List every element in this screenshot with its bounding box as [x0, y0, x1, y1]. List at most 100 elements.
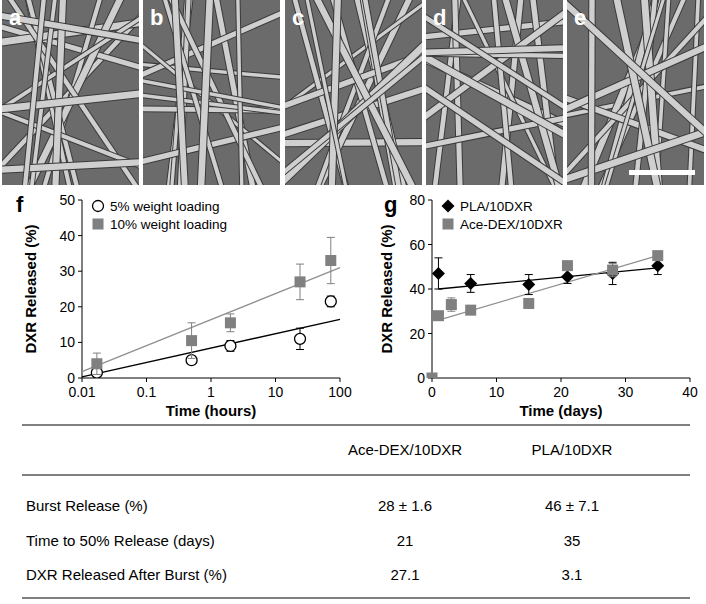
fiber-shadow	[306, 0, 346, 185]
error-cap	[447, 297, 455, 298]
fiber-shadow	[315, 0, 414, 185]
x-tick-label: 10	[268, 384, 284, 400]
image-label: c	[292, 5, 304, 30]
point	[465, 305, 476, 316]
point	[433, 310, 444, 321]
y-tick-label: 20	[409, 326, 425, 342]
point	[561, 270, 574, 283]
legend-label: Ace-DEX/10DXR	[460, 217, 563, 232]
y-axis-title: DXR Released (%)	[22, 224, 39, 353]
marker	[325, 255, 336, 266]
scale-bar	[629, 170, 695, 175]
y-tick-label: 60	[409, 237, 425, 253]
table-rule	[22, 475, 690, 476]
fiber-shadow	[567, 131, 704, 181]
error-cap	[467, 292, 475, 293]
marker	[91, 358, 102, 369]
y-tick	[428, 289, 432, 290]
x-tick-label: 1	[207, 384, 215, 400]
fiber-shadow	[2, 93, 139, 109]
error-cap	[226, 313, 234, 314]
fiber-shadow	[2, 162, 139, 170]
marker	[225, 317, 236, 328]
x-tick	[625, 378, 626, 382]
marker	[465, 305, 476, 316]
fiber-shadow	[426, 48, 563, 53]
table-cell: 21	[397, 532, 414, 549]
fiber	[315, 0, 414, 185]
fiber	[2, 93, 139, 109]
point	[225, 317, 236, 328]
fiber	[175, 0, 185, 185]
x-tick	[432, 378, 433, 382]
y-tick	[78, 342, 82, 343]
marker	[523, 298, 534, 309]
y-tick-label: 40	[409, 281, 425, 297]
point	[295, 333, 306, 344]
panel-label: f	[16, 192, 24, 217]
point	[295, 276, 306, 287]
legend-entry: PLA/10DXR	[442, 199, 534, 214]
point	[427, 373, 438, 379]
fiber	[2, 162, 139, 170]
fiber	[143, 80, 280, 108]
marker	[464, 277, 477, 290]
error-cap	[226, 331, 234, 332]
fiber	[2, 15, 139, 41]
fiber-shadow	[143, 80, 280, 108]
y-tick-label: 50	[59, 192, 75, 208]
y-tick-label: 30	[59, 263, 75, 279]
marker	[325, 296, 336, 307]
marker	[295, 333, 306, 344]
y-tick-label: 40	[59, 228, 75, 244]
fiber-shadow	[2, 15, 139, 41]
x-axis-title: Time (hours)	[166, 402, 257, 419]
image-label: d	[433, 5, 446, 30]
sem-image	[426, 0, 563, 185]
marker	[607, 265, 618, 276]
error-cap	[609, 284, 617, 285]
image-label: a	[9, 5, 22, 30]
x-tick	[211, 378, 212, 382]
x-tick	[690, 378, 691, 382]
fiber-shadow	[285, 142, 422, 143]
fiber-shadow	[201, 0, 210, 185]
legend-label: PLA/10DXR	[460, 199, 533, 214]
y-tick	[78, 378, 82, 379]
marker	[446, 299, 457, 310]
error-cap	[327, 237, 335, 238]
point	[522, 278, 535, 291]
error-cap	[296, 349, 304, 350]
point	[562, 260, 573, 271]
x-tick-label: 30	[618, 384, 634, 400]
y-tick	[428, 244, 432, 245]
error-cap	[188, 322, 196, 323]
plot-area	[82, 237, 340, 378]
error-cap	[609, 276, 617, 277]
image-label: e	[574, 5, 586, 30]
point	[607, 265, 618, 276]
error-cap	[327, 283, 335, 284]
marker	[433, 310, 444, 321]
x-axis-title: Time (days)	[519, 402, 602, 419]
error-cap	[188, 358, 196, 359]
fiber	[306, 0, 346, 185]
marker	[427, 373, 438, 379]
error-cap	[609, 262, 617, 263]
marker	[295, 276, 306, 287]
table-row-label: DXR Released After Burst (%)	[26, 566, 227, 583]
fiber	[2, 110, 139, 167]
x-tick	[275, 378, 276, 382]
marker	[522, 278, 535, 291]
point	[446, 299, 457, 310]
point	[325, 255, 336, 266]
marker	[225, 340, 236, 351]
table-header: Ace-DEX/10DXR	[348, 441, 462, 458]
fiber	[201, 0, 210, 185]
x-tick-label: 0.1	[137, 384, 157, 400]
x-tick	[561, 378, 562, 382]
legend-entry: 10% weight loading	[93, 217, 228, 232]
y-tick-label: 0	[417, 370, 425, 386]
marker	[652, 250, 663, 261]
point	[432, 267, 445, 280]
